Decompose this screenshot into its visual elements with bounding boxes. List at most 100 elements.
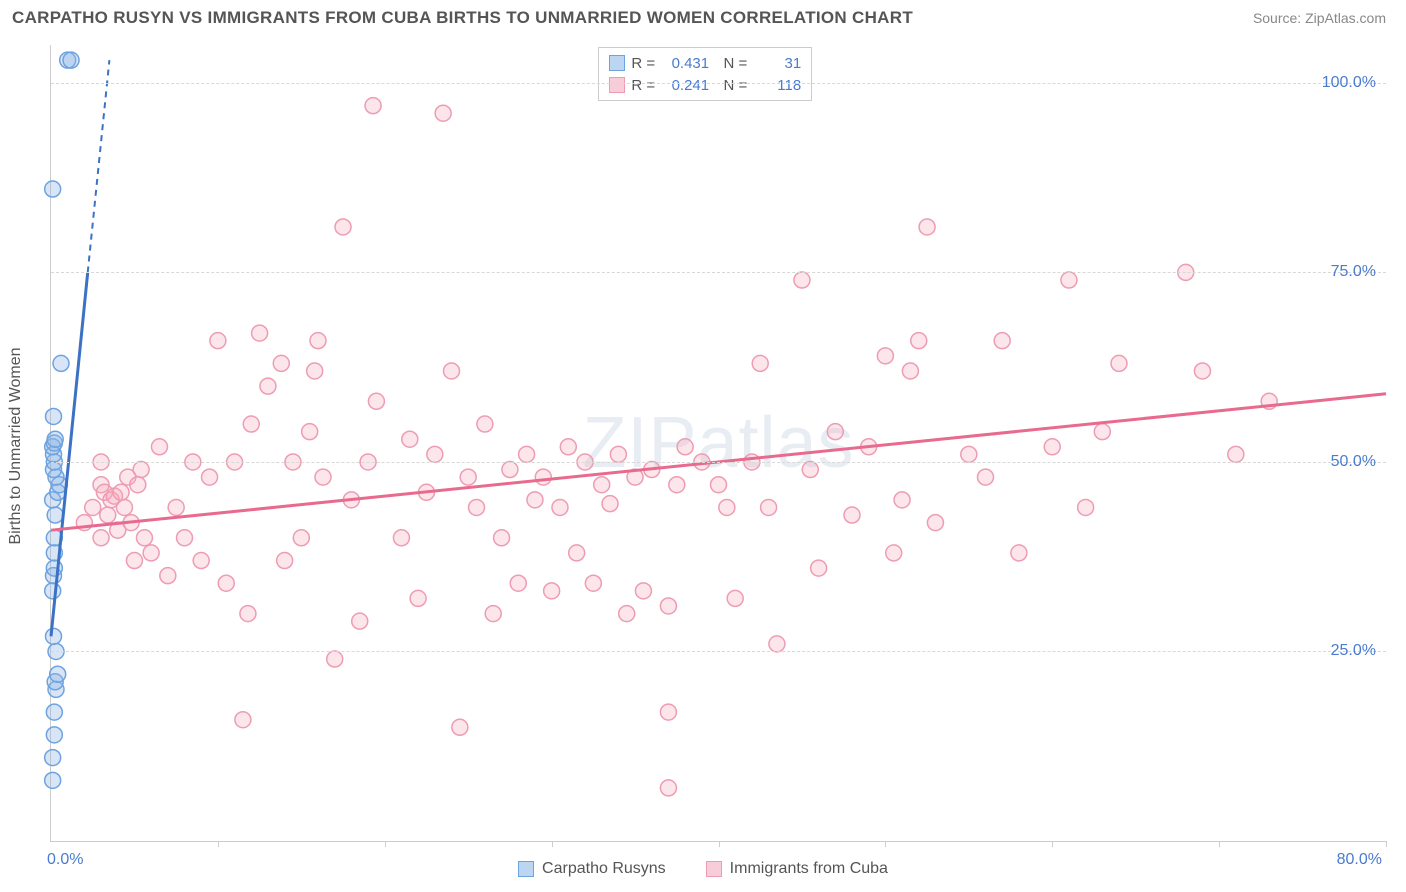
legend-swatch-b-icon [706, 861, 722, 877]
stat-n-a: 31 [753, 55, 801, 72]
scatter-point-b [469, 499, 485, 515]
swatch-a-icon [609, 55, 625, 71]
scatter-point-b [133, 462, 149, 478]
stat-r-a: 0.431 [661, 55, 709, 72]
stat-n-label: N = [715, 55, 747, 72]
scatter-point-b [844, 507, 860, 523]
scatter-point-b [902, 363, 918, 379]
gridline [51, 272, 1386, 273]
xtick [552, 841, 553, 847]
scatter-point-b [252, 325, 268, 341]
scatter-point-b [202, 469, 218, 485]
scatter-point-b [243, 416, 259, 432]
xtick [1052, 841, 1053, 847]
scatter-point-a [45, 772, 61, 788]
legend-item-a: Carpatho Rusyns [518, 860, 666, 878]
scatter-point-b [886, 545, 902, 561]
scatter-point-b [544, 583, 560, 599]
scatter-point-b [602, 496, 618, 512]
scatter-point-b [911, 333, 927, 349]
scatter-point-b [93, 530, 109, 546]
gridline [51, 83, 1386, 84]
y-axis-label: Births to Unmarried Women [7, 347, 25, 544]
chart-plot-area: ZIPatlas R = 0.431 N = 31 R = 0.241 N = … [50, 45, 1386, 842]
scatter-point-a [63, 52, 79, 68]
swatch-b-icon [609, 77, 625, 93]
scatter-point-b [961, 446, 977, 462]
scatter-point-b [365, 98, 381, 114]
scatter-point-b [527, 492, 543, 508]
stat-r-label: R = [631, 55, 655, 72]
scatter-point-b [315, 469, 331, 485]
scatter-point-b [494, 530, 510, 546]
scatter-point-b [769, 636, 785, 652]
stats-row-a: R = 0.431 N = 31 [609, 52, 801, 74]
stats-legend-box: R = 0.431 N = 31 R = 0.241 N = 118 [598, 47, 812, 101]
scatter-point-b [130, 477, 146, 493]
scatter-point-b [327, 651, 343, 667]
chart-title: CARPATHO RUSYN VS IMMIGRANTS FROM CUBA B… [12, 8, 913, 28]
trendline-a-dash [88, 60, 110, 272]
scatter-point-b [302, 424, 318, 440]
stat-n-label: N = [715, 77, 747, 94]
scatter-point-b [552, 499, 568, 515]
scatter-point-b [307, 363, 323, 379]
scatter-point-b [402, 431, 418, 447]
scatter-point-b [485, 606, 501, 622]
scatter-point-a [50, 666, 66, 682]
xtick [1386, 841, 1387, 847]
scatter-point-a [46, 704, 62, 720]
gridline [51, 462, 1386, 463]
scatter-point-b [293, 530, 309, 546]
stat-r-label: R = [631, 77, 655, 94]
scatter-point-b [594, 477, 610, 493]
ytick-label: 100.0% [1322, 74, 1376, 92]
scatter-point-b [994, 333, 1010, 349]
scatter-point-b [677, 439, 693, 455]
gridline [51, 651, 1386, 652]
scatter-point-a [46, 628, 62, 644]
scatter-point-b [1044, 439, 1060, 455]
scatter-point-b [277, 553, 293, 569]
scatter-point-b [126, 553, 142, 569]
scatter-point-b [919, 219, 935, 235]
scatter-point-b [136, 530, 152, 546]
scatter-point-b [660, 598, 676, 614]
stat-r-b: 0.241 [661, 77, 709, 94]
ytick-label: 50.0% [1331, 453, 1376, 471]
scatter-point-b [310, 333, 326, 349]
scatter-point-a [47, 431, 63, 447]
scatter-point-b [569, 545, 585, 561]
scatter-point-b [1094, 424, 1110, 440]
bottom-legend: Carpatho Rusyns Immigrants from Cuba [0, 860, 1406, 878]
scatter-point-b [761, 499, 777, 515]
scatter-point-b [460, 469, 476, 485]
scatter-point-b [1078, 499, 1094, 515]
scatter-point-b [393, 530, 409, 546]
scatter-point-b [210, 333, 226, 349]
scatter-point-a [46, 408, 62, 424]
scatter-point-b [368, 393, 384, 409]
scatter-point-b [585, 575, 601, 591]
scatter-point-b [519, 446, 535, 462]
scatter-point-b [619, 606, 635, 622]
scatter-point-b [113, 484, 129, 500]
scatter-point-a [53, 355, 69, 371]
scatter-point-b [444, 363, 460, 379]
ytick-label: 25.0% [1331, 642, 1376, 660]
scatter-point-b [794, 272, 810, 288]
scatter-point-b [752, 355, 768, 371]
scatter-point-b [435, 105, 451, 121]
scatter-point-b [535, 469, 551, 485]
scatter-point-b [168, 499, 184, 515]
scatter-point-b [1111, 355, 1127, 371]
scatter-point-a [45, 750, 61, 766]
scatter-point-b [240, 606, 256, 622]
scatter-point-b [811, 560, 827, 576]
scatter-point-b [85, 499, 101, 515]
legend-label-b: Immigrants from Cuba [730, 860, 888, 878]
xtick [385, 841, 386, 847]
scatter-point-b [160, 568, 176, 584]
scatter-point-b [827, 424, 843, 440]
scatter-point-b [452, 719, 468, 735]
